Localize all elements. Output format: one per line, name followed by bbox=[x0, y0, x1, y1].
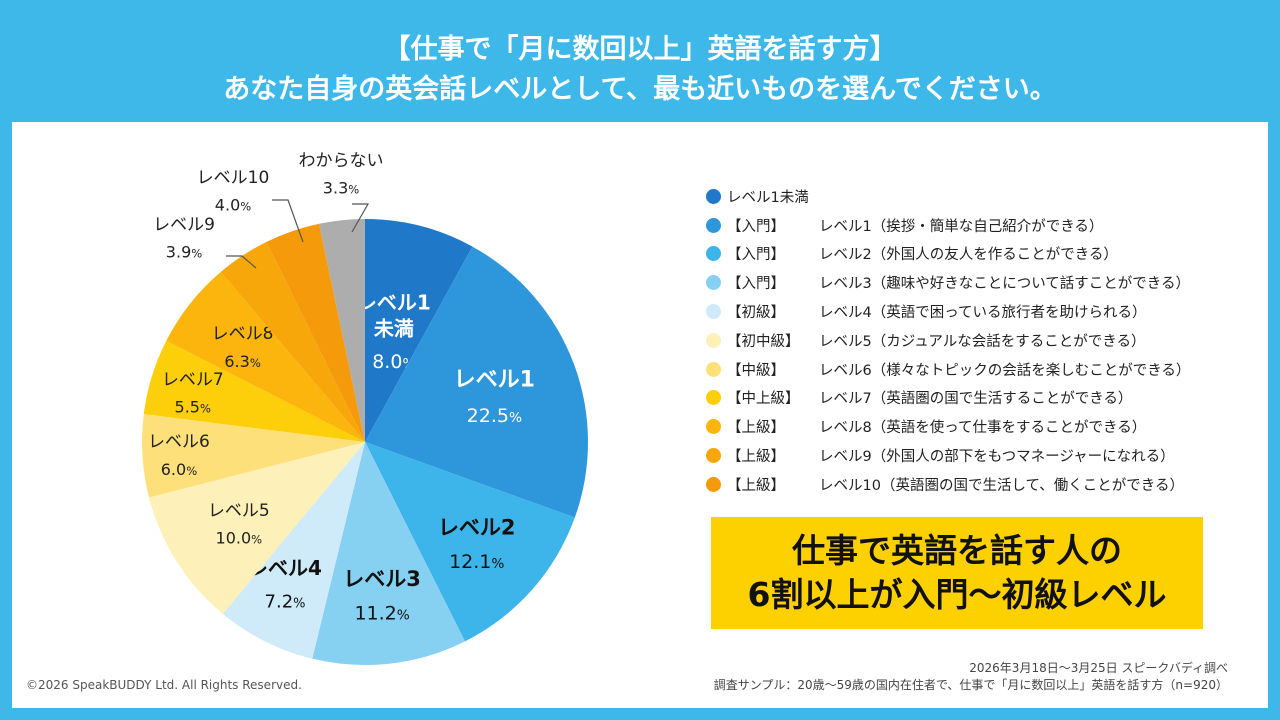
slice-label: 未満 bbox=[374, 316, 414, 340]
leader-line bbox=[272, 199, 304, 243]
callout-line-1: 仕事で英語を話す人の bbox=[792, 531, 1122, 570]
slice-value-label: 10.0% bbox=[216, 529, 263, 548]
slice-label: レベル7 bbox=[162, 370, 224, 390]
legend-swatch bbox=[706, 448, 721, 464]
legend-label: レベル7（英語圏の国で生活することができる） bbox=[819, 391, 1133, 408]
legend-item: 【上級】 レベル10（英語圏の国で生活して、働くことができる） bbox=[706, 470, 1190, 499]
slice-value-label: 11.2% bbox=[354, 603, 409, 625]
legend-item: 【中上級】 レベル7（英語圏の国で生活することができる） bbox=[706, 384, 1190, 413]
pie-slice bbox=[166, 271, 365, 442]
legend-level-tag: 【入門】 bbox=[727, 276, 785, 293]
legend-label: レベル3（趣味や好きなことについて話すことができる） bbox=[819, 276, 1190, 293]
legend-swatch bbox=[706, 390, 721, 406]
slice-label: レベル5 bbox=[208, 501, 270, 521]
legend-item: 【中級】 レベル6（様々なトピックの会話を楽しむことができる） bbox=[706, 355, 1190, 384]
pie-slice bbox=[266, 223, 365, 442]
pie-slice bbox=[143, 340, 365, 442]
slice-label: わからない bbox=[299, 151, 384, 171]
legend-label: レベル1未満 bbox=[727, 189, 809, 206]
legend-swatch bbox=[706, 361, 721, 377]
slice-label: レベル1 bbox=[454, 368, 535, 393]
legend-swatch bbox=[706, 476, 721, 492]
chart-title: 【仕事で「月に数回以上」英語を話す方】 あなた自身の英会話レベルとして、最も近い… bbox=[0, 30, 1280, 110]
legend-item: 【初中級】 レベル5（カジュアルな会話をすることができる） bbox=[706, 326, 1190, 355]
legend-swatch bbox=[706, 419, 721, 435]
legend-swatch bbox=[706, 217, 721, 233]
legend-level-tag: 【上級】 bbox=[727, 477, 785, 494]
callout-box: 仕事で英語を話す人の 6割以上が入門〜初級レベル bbox=[711, 517, 1203, 629]
slice-label: レベル8 bbox=[212, 324, 274, 344]
slice-label: レベル6 bbox=[148, 432, 210, 452]
legend-swatch bbox=[706, 246, 721, 262]
legend-item: レベル1未満 bbox=[706, 182, 1190, 211]
legend-swatch bbox=[706, 275, 721, 291]
slice-value-label: 4.0% bbox=[215, 196, 251, 215]
pie-slice bbox=[220, 242, 365, 442]
slice-value-label: 12.1% bbox=[449, 551, 504, 573]
slice-label: レベル3 bbox=[343, 567, 421, 591]
title-line-2: あなた自身の英会話レベルとして、最も近いものを選んでください。 bbox=[223, 74, 1057, 105]
pie-slice bbox=[149, 442, 365, 614]
legend-label: レベル5（カジュアルな会話をすることができる） bbox=[819, 333, 1146, 350]
pie-slice bbox=[365, 219, 473, 442]
legend-item: 【入門】 レベル1（挨拶・簡単な自己紹介ができる） bbox=[706, 211, 1190, 240]
slice-label: レベル10 bbox=[197, 168, 270, 188]
legend-item: 【入門】 レベル3（趣味や好きなことについて話すことができる） bbox=[706, 268, 1190, 297]
title-line-1: 【仕事で「月に数回以上」英語を話す方】 bbox=[383, 34, 897, 65]
pie-slice bbox=[312, 442, 465, 665]
pie-slice bbox=[222, 442, 365, 659]
legend: レベル1未満 【入門】 レベル1（挨拶・簡単な自己紹介ができる） 【入門】 レベル2（外… bbox=[706, 182, 1190, 499]
slice-value-label: 7.2% bbox=[265, 591, 306, 612]
slice-value-label: 22.5% bbox=[467, 405, 522, 427]
legend-label: レベル1（挨拶・簡単な自己紹介ができる） bbox=[819, 218, 1104, 235]
legend-swatch bbox=[706, 304, 721, 320]
legend-swatch bbox=[706, 332, 721, 348]
source-note: 2026年3月18日〜3月25日 スピークバディ調べ 調査サンプル：20歳〜59… bbox=[714, 660, 1228, 694]
legend-level-tag: 【中級】 bbox=[727, 362, 785, 379]
legend-swatch bbox=[706, 188, 721, 204]
legend-level-tag: 【入門】 bbox=[727, 218, 785, 235]
legend-item: 【入門】 レベル2（外国人の友人を作ることができる） bbox=[706, 240, 1190, 269]
legend-label: レベル8（英語を使って仕事をすることができる） bbox=[819, 420, 1147, 437]
leader-line bbox=[351, 203, 370, 233]
legend-item: 【上級】 レベル8（英語を使って仕事をすることができる） bbox=[706, 412, 1190, 441]
legend-level-tag: 【入門】 bbox=[727, 247, 785, 264]
legend-label: レベル10（英語圏の国で生活して、働くことができる） bbox=[819, 477, 1184, 494]
pie-slice bbox=[141, 414, 365, 498]
slice-label: レベル2 bbox=[438, 515, 516, 539]
legend-label: レベル9（外国人の部下をもつマネージャーになれる） bbox=[819, 449, 1175, 466]
legend-label: レベル6（様々なトピックの会話を楽しむことができる） bbox=[819, 362, 1191, 379]
legend-level-tag: 【上級】 bbox=[727, 449, 785, 466]
slice-label: レベル1 bbox=[357, 290, 431, 314]
survey-sample: 調査サンプル：20歳〜59歳の国内在住者で、仕事で「月に数回以上」英語を話す方（… bbox=[713, 678, 1228, 692]
pie-slice bbox=[319, 219, 365, 442]
legend-level-tag: 【中上級】 bbox=[727, 391, 800, 408]
legend-label: レベル2（外国人の友人を作ることができる） bbox=[819, 247, 1118, 264]
callout-line-2: 6割以上が入門〜初級レベル bbox=[747, 575, 1167, 614]
legend-level-tag: 【上級】 bbox=[727, 420, 785, 437]
leader-line bbox=[226, 255, 257, 269]
slice-value-label: 6.0% bbox=[161, 460, 197, 479]
slice-value-label: 5.5% bbox=[175, 398, 211, 417]
slice-value-label: 3.9% bbox=[166, 243, 202, 262]
survey-period: 2026年3月18日〜3月25日 スピークバディ調べ bbox=[969, 661, 1228, 675]
slice-value-label: 6.3% bbox=[224, 352, 260, 371]
slice-value-label: 3.3% bbox=[323, 179, 359, 198]
legend-level-tag: 【初級】 bbox=[727, 305, 785, 322]
slice-label: レベル9 bbox=[153, 215, 215, 235]
pie-slice bbox=[365, 246, 588, 518]
legend-level-tag: 【初中級】 bbox=[727, 333, 800, 350]
copyright: ©2026 SpeakBUDDY Ltd. All Rights Reserve… bbox=[26, 678, 302, 692]
pie-slice bbox=[365, 442, 575, 642]
legend-item: 【上級】 レベル9（外国人の部下をもつマネージャーになれる） bbox=[706, 441, 1190, 470]
legend-item: 【初級】 レベル4（英語で困っている旅行者を助けられる） bbox=[706, 297, 1190, 326]
legend-label: レベル4（英語で困っている旅行者を助けられる） bbox=[819, 305, 1147, 322]
